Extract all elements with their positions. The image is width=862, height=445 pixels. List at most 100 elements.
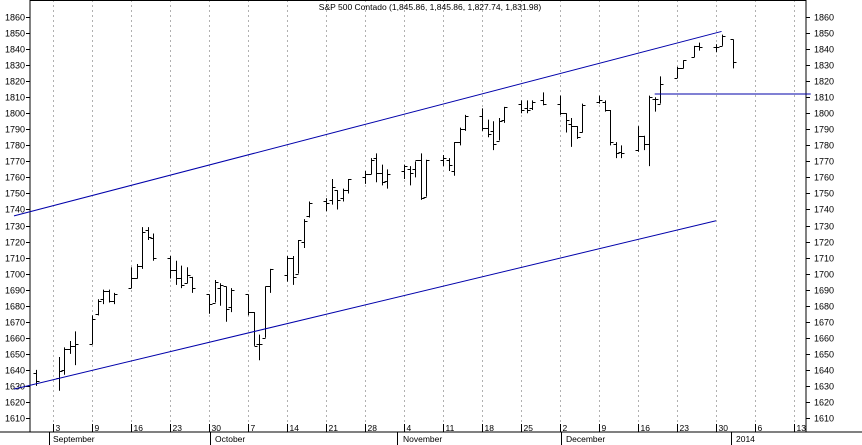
ohlc-bar (568, 118, 575, 147)
ohlc-bar (646, 95, 653, 167)
ohlc-bar (719, 34, 726, 47)
ohlc-bar (635, 126, 642, 152)
x-tick-label: 16 (641, 423, 651, 433)
y-tick-label: 1850 (814, 29, 834, 39)
ohlc-bar (329, 179, 336, 205)
y-tick-label: 1710 (5, 254, 25, 264)
y-tick-label: 1860 (814, 13, 834, 23)
y-tick-label: 1620 (814, 398, 834, 408)
y-tick-label: 1700 (814, 270, 834, 280)
x-tick-label: 9 (602, 423, 607, 433)
x-axis: 3 9 16 23 30 7 14 21 28 4 11 18 25 2 9 16 23 30 6 13 Septemb… (49, 423, 807, 445)
ohlc-bar (680, 60, 687, 69)
x-tick-label: 2 (563, 423, 568, 433)
chart-title: S&P 500 Contado (1,845.86, 1,845.86, 1,8… (319, 2, 542, 12)
y-axis-left: 1610 1620 1630 1640 1650 1660 1670 1680 1690 1700… (5, 13, 30, 424)
x-tick-label: 16 (134, 423, 144, 433)
y-tick-label: 1790 (814, 125, 834, 135)
ohlc-bar (440, 154, 447, 167)
y-tick-label: 1640 (814, 366, 834, 376)
ohlc-bar (518, 100, 525, 114)
ohlc-bar (139, 227, 146, 269)
ohlc-bar (618, 145, 625, 159)
y-tick-label: 1760 (814, 173, 834, 183)
x-tick-label: 13 (797, 423, 807, 433)
y-tick-label: 1770 (814, 157, 834, 167)
ohlc-bar (150, 233, 157, 261)
ohlc-bar (323, 198, 330, 212)
ohlc-bar (379, 164, 386, 186)
y-tick-label: 1800 (5, 109, 25, 119)
y-tick-label: 1670 (814, 318, 834, 328)
ohlc-bar (95, 299, 102, 316)
ohlc-bar (256, 334, 263, 361)
ohlc-bar (301, 219, 308, 248)
plot-border (29, 0, 807, 433)
y-tick-label: 1740 (814, 205, 834, 215)
y-tick-label: 1850 (5, 29, 25, 39)
ohlc-bar (89, 315, 96, 345)
y-tick-label: 1810 (814, 93, 834, 103)
y-tick-label: 1670 (5, 318, 25, 328)
ohlc-bar (457, 127, 464, 146)
ohlc-bar (345, 179, 352, 194)
y-tick-label: 1830 (5, 61, 25, 71)
ohlc-bar (106, 289, 113, 303)
ohlc-bar (446, 158, 453, 171)
ohlc-bar (451, 142, 458, 176)
y-tick-label: 1610 (5, 414, 25, 424)
month-label: 2014 (736, 434, 755, 444)
y-tick-label: 1650 (814, 350, 834, 360)
y-tick-label: 1810 (5, 93, 25, 103)
month-label: December (566, 434, 605, 444)
y-tick-label: 1860 (5, 13, 25, 23)
trendlines (13, 30, 811, 390)
ohlc-bar (384, 169, 391, 189)
x-tick-label: 11 (446, 423, 455, 433)
y-tick-label: 1830 (814, 61, 834, 71)
ohlc-bar (212, 280, 219, 304)
ohlc-bar (579, 103, 586, 133)
ohlc-bar (529, 100, 536, 111)
x-tick-label: 28 (368, 423, 378, 433)
ohlc-bar (111, 292, 118, 305)
y-tick-label: 1730 (814, 222, 834, 232)
y-tick-label: 1630 (814, 382, 834, 392)
y-tick-label: 1660 (5, 334, 25, 344)
y-tick-label: 1840 (5, 45, 25, 55)
ohlc-bar (418, 153, 425, 200)
ohlc-bar (563, 113, 570, 133)
y-axis-right: 1610 1620 1630 1640 1650 1660 1670 1680 1690 1700… (806, 13, 834, 424)
ohlc-bar (72, 331, 79, 366)
ohlc-bar (145, 227, 152, 240)
ohlc-bar (189, 276, 196, 293)
y-tick-label: 1820 (5, 77, 25, 87)
y-tick-label: 1690 (5, 286, 25, 296)
ohlc-bar (574, 126, 581, 139)
x-tick-label: 21 (329, 423, 339, 433)
ohlc-bar (100, 289, 107, 305)
ohlc-bar (61, 347, 68, 375)
ohlc-bar (267, 268, 274, 293)
y-tick-label: 1840 (814, 45, 834, 55)
y-tick-label: 1620 (5, 398, 25, 408)
y-tick-label: 1660 (814, 334, 834, 344)
month-label: November (403, 434, 442, 444)
x-tick-label: 7 (251, 423, 256, 433)
ohlc-bar (290, 255, 297, 285)
ohlc-bar (184, 267, 191, 284)
x-tick-label: 4 (407, 423, 412, 433)
ohlc-bar (479, 108, 486, 131)
ohlc-bar (613, 142, 620, 159)
ohlc-bar (245, 294, 252, 316)
y-tick-label: 1740 (5, 205, 25, 215)
y-tick-label: 1650 (5, 350, 25, 360)
y-tick-label: 1780 (5, 141, 25, 151)
x-tick-label: 6 (758, 423, 763, 433)
trendline (13, 30, 722, 217)
ohlc-bar (206, 294, 213, 314)
y-tick-label: 1720 (814, 238, 834, 248)
ohlc-bar (730, 39, 737, 69)
ohlc-bar (173, 260, 180, 285)
